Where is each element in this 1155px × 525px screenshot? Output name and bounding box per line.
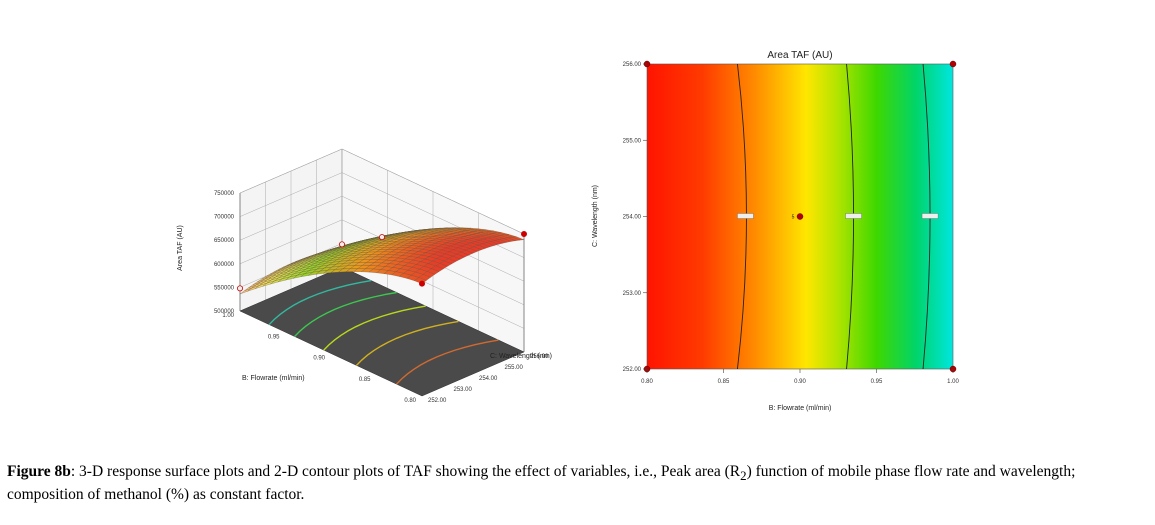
- contour-design-point: [949, 60, 957, 68]
- surface-y-tick-label: 255.00: [505, 365, 524, 371]
- contour-y-tick-label: 254.00: [623, 215, 642, 221]
- contour-line-label: [845, 213, 862, 219]
- contour-line-label: [737, 213, 754, 219]
- center-point-label: 5: [792, 215, 795, 221]
- surface-design-points: [236, 230, 528, 292]
- caption-text-2: ) function of mobile phase flow rate and…: [7, 463, 1076, 504]
- caption-subscript: 2: [740, 468, 747, 484]
- surface-design-point: [378, 234, 385, 241]
- contour-x-tick-label: 0.85: [718, 379, 730, 385]
- caption-text: : 3-D response surface plots and 2-D con…: [70, 463, 741, 480]
- contour-y-tick-label: 255.00: [623, 138, 642, 144]
- response-surface: [239, 227, 525, 295]
- contour-x-tick-label: 0.90: [794, 379, 806, 385]
- surface-design-point: [236, 285, 243, 292]
- floor-contour-line: [396, 339, 499, 385]
- surface-z-tick-label: 750000: [214, 191, 235, 197]
- surface-z-tick-label: 700000: [214, 215, 235, 221]
- contour-x-axis-label: B: Flowrate (ml/min): [769, 405, 832, 412]
- surface-y-tick-label: 256.00: [530, 354, 549, 360]
- contour-design-point: [796, 213, 804, 220]
- surface-x-tick-label: 1.00: [222, 313, 234, 319]
- contour-x-tick-label: 1.00: [947, 379, 959, 385]
- contour-y-tick-label: 256.00: [623, 62, 642, 68]
- surface-z-tick-label: 650000: [214, 238, 235, 244]
- contour-lines: [737, 63, 939, 370]
- contour-y-tick-label: 252.00: [623, 367, 642, 373]
- surface-plot-3d: 750000 700000 650000 600000 550000 5000001.00…: [177, 148, 552, 404]
- floor-contour-line: [268, 279, 372, 326]
- contour-x-tick-label: 0.80: [641, 379, 653, 385]
- contour-plot-2d: 5 0.80 0.85 0.90 0.95 1.00 252.00 253.00 254.00…: [592, 50, 960, 412]
- surface-design-point: [338, 241, 345, 248]
- surface-z-tick-label: 500000: [214, 309, 235, 315]
- surface-z-tick-label: 600000: [214, 262, 235, 268]
- floor-plane: [239, 266, 525, 397]
- surface-design-point: [418, 280, 425, 287]
- contour-title: Area TAF (AU): [767, 50, 832, 61]
- contour-y-axis-label: C: Wavelength (nm): [592, 185, 599, 247]
- surface-z-tick-label: 550000: [214, 285, 235, 291]
- surface-y-axis-label: C: Wavelength (nm): [490, 353, 552, 360]
- surface-y-tick-label: 254.00: [479, 376, 498, 382]
- surface-x-tick-label: 0.90: [313, 356, 325, 362]
- floor-contour-line: [355, 320, 459, 366]
- floor-contour-line: [323, 305, 426, 351]
- surface-x-axis-label: B: Flowrate (ml/min): [242, 375, 305, 382]
- surface-y-tick-label: 252.00: [428, 398, 447, 404]
- surface-x-tick-label: 0.85: [359, 377, 371, 383]
- figure-caption: Figure 8b: 3-D response surface plots an…: [7, 462, 1147, 504]
- surface-plot-ticks: 750000 700000 650000 600000 550000 5000001.00…: [214, 191, 549, 404]
- surface-x-tick-label: 0.95: [268, 334, 280, 340]
- contour-y-tick-label: 253.00: [623, 291, 642, 297]
- surface-z-axis-label: Area TAF (AU): [177, 225, 184, 271]
- surface-y-tick-label: 253.00: [454, 387, 473, 393]
- surface-x-tick-label: 0.80: [404, 398, 416, 404]
- contour-line-label: [921, 213, 939, 219]
- surface-design-point: [521, 230, 528, 237]
- surface-plot-floor: [239, 266, 525, 397]
- contour-x-tick-label: 0.95: [871, 379, 883, 385]
- contour-ticks: 0.80 0.85 0.90 0.95 1.00 252.00 253.00 254.00 25…: [623, 62, 960, 385]
- caption-label: Figure 8b: [7, 463, 71, 480]
- floor-contour-line: [294, 291, 397, 337]
